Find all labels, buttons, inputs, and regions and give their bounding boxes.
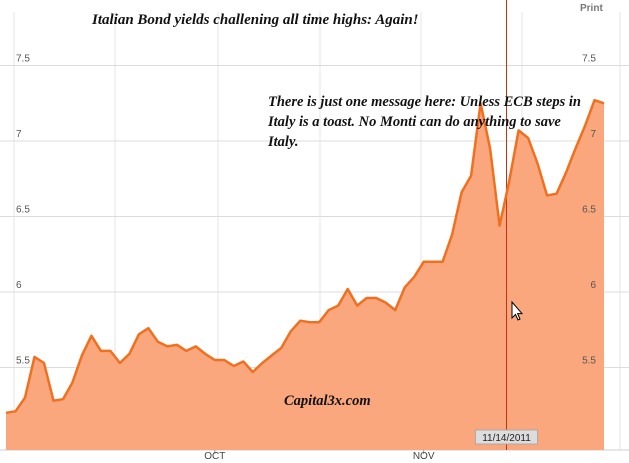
y-tick-label-right: 6 xyxy=(590,280,596,291)
x-month-label: NOV xyxy=(413,451,435,462)
hover-date-text: 11/14/2011 xyxy=(482,433,531,444)
y-tick-label-left: 6.5 xyxy=(16,205,30,216)
y-tick-label-right: 7 xyxy=(590,129,596,140)
yield-line xyxy=(5,98,605,415)
y-tick-label-left: 7.5 xyxy=(16,54,30,65)
y-tick-label-left: 7 xyxy=(16,129,22,140)
mouse-pointer-icon xyxy=(511,300,524,321)
hover-date-box xyxy=(475,429,538,445)
y-tick-label-left: 6 xyxy=(16,280,22,291)
yield-area-fill xyxy=(6,100,604,450)
watermark-text: Capital3x.com xyxy=(284,393,371,409)
y-tick-label-right: 7.5 xyxy=(582,54,596,65)
chart-headline: Italian Bond yields challening all time … xyxy=(92,12,419,28)
y-tick-label-right: 5.5 xyxy=(582,356,596,367)
y-tick-label-left: 5.5 xyxy=(16,356,30,367)
y-axis-ticks: 5.5 5.5 6 6 6.5 6.5 7 7 7.5 7.5 xyxy=(16,54,596,367)
x-axis-months: OCT NOV xyxy=(204,450,435,462)
hover-date-label: 11/14/2011 xyxy=(475,429,538,445)
print-link[interactable]: Print xyxy=(580,3,603,14)
y-tick-label-right: 6.5 xyxy=(582,205,596,216)
x-month-label: OCT xyxy=(204,451,225,462)
annotation-note: There is just one message here: Unless E… xyxy=(268,94,581,150)
